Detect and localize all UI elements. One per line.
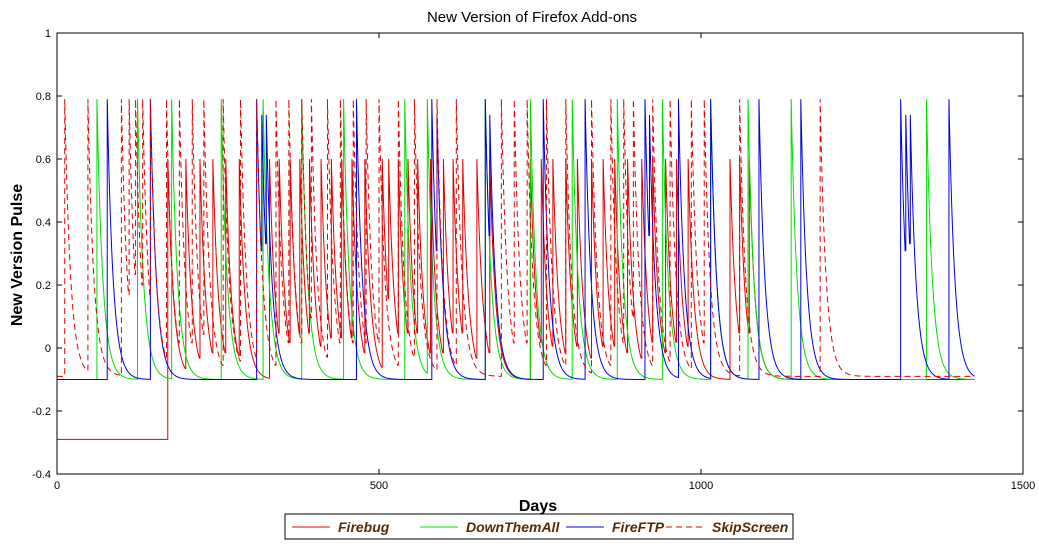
series-line-downthemall bbox=[57, 99, 975, 380]
legend-box bbox=[284, 513, 794, 540]
y-axis-label: New Version Pulse bbox=[9, 184, 26, 326]
legend-label-downthemall: DownThemAll bbox=[466, 519, 560, 535]
y-tick-label: -0.2 bbox=[32, 406, 51, 418]
plot-frame bbox=[56, 32, 1024, 475]
series-line-fireftp bbox=[57, 99, 975, 380]
y-tick-label: 0 bbox=[45, 343, 51, 355]
x-tick-label: 1000 bbox=[689, 480, 713, 492]
legend-label-firebug: Firebug bbox=[338, 519, 390, 535]
x-tick-label: 0 bbox=[54, 480, 60, 492]
series-line-firebug bbox=[57, 158, 975, 440]
x-tick-label: 1500 bbox=[1011, 480, 1035, 492]
y-tick-label: 0.6 bbox=[36, 154, 51, 166]
y-tick-label: -0.4 bbox=[32, 469, 51, 481]
y-tick-label: 0.8 bbox=[36, 91, 51, 103]
series-line-skipscreen bbox=[57, 99, 975, 377]
axis-ticks: 0 500 1000 1500 -0.4 -0.2 0 0.2 0.4 0.6 0.8 1 bbox=[32, 28, 1035, 492]
legend-label-skipscreen: SkipScreen bbox=[712, 519, 788, 535]
y-tick-label: 0.4 bbox=[36, 217, 51, 229]
x-tick-label: 500 bbox=[370, 480, 388, 492]
chart-title: New Version of Firefox Add-ons bbox=[427, 9, 637, 26]
x-axis-label: Days bbox=[519, 498, 557, 515]
legend: Firebug DownThemAll FireFTP SkipScreen bbox=[284, 513, 794, 540]
y-tick-label: 0.2 bbox=[36, 280, 51, 292]
y-tick-label: 1 bbox=[45, 28, 51, 40]
legend-label-fireftp: FireFTP bbox=[612, 519, 665, 535]
